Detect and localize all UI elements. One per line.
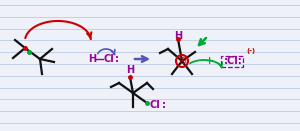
- Text: H: H: [88, 54, 96, 64]
- Text: Cl: Cl: [103, 54, 114, 64]
- Text: H: H: [174, 31, 182, 41]
- Text: :: :: [115, 54, 119, 64]
- Text: :Cl:: :Cl:: [224, 56, 242, 66]
- Text: +: +: [206, 56, 214, 66]
- Text: Cl: Cl: [150, 100, 160, 110]
- Text: H: H: [126, 65, 134, 75]
- Text: :: :: [162, 100, 166, 110]
- Text: (-): (-): [246, 48, 255, 54]
- Text: ⊕: ⊕: [178, 56, 186, 66]
